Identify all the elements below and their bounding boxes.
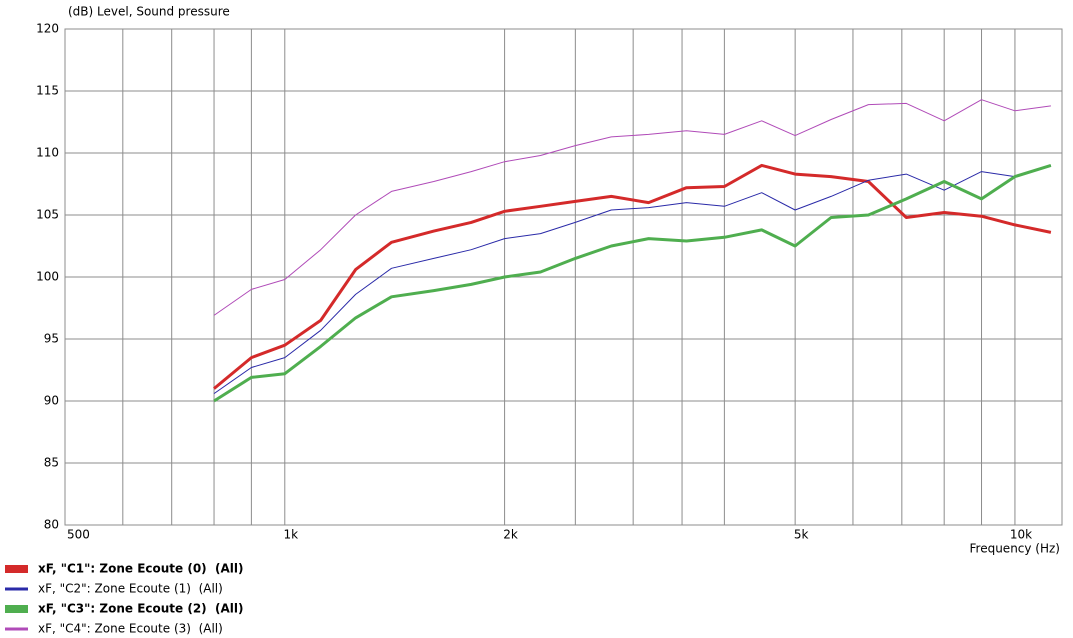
x-tick-label: 1k [283,528,298,542]
plot-area: 80 85 90 95 100 105 110 115 120 500 1k 2k 5k 10k [36,22,1063,542]
series-line [213,99,1051,316]
legend-label: xF, "C4": Zone Ecoute (3) (All) [38,622,223,636]
legend: xF, "C1": Zone Ecoute (0) (All) xF, "C2":… [5,562,244,636]
legend-label: xF, "C3": Zone Ecoute (2) (All) [38,602,244,616]
series-line [213,164,1052,395]
series-line [213,163,1052,390]
x-tick-label: 5k [794,528,809,542]
legend-swatch [5,627,28,631]
legend-swatch [5,587,28,591]
legend-label: xF, "C2": Zone Ecoute (1) (All) [38,582,223,596]
x-tick-label: 500 [67,528,90,542]
legend-swatch [5,565,28,573]
legend-swatch [5,605,28,613]
y-tick-label: 110 [36,146,59,160]
x-tick-label: 2k [503,528,518,542]
y-tick-label: 115 [36,84,59,98]
y-tick-label: 90 [44,394,59,408]
y-tick-label: 100 [36,270,59,284]
x-tick-label: 10k [1010,528,1032,542]
y-tick-label: 80 [44,518,59,532]
y-tick-label: 105 [36,208,59,222]
y-tick-label: 85 [44,456,59,470]
series-line [213,163,1052,403]
y-axis-title: (dB) Level, Sound pressure [68,5,230,19]
x-axis-title: Frequency (Hz) [970,542,1061,556]
legend-label: xF, "C1": Zone Ecoute (0) (All) [38,562,244,576]
y-tick-label: 120 [36,22,59,36]
y-tick-label: 95 [44,332,59,346]
